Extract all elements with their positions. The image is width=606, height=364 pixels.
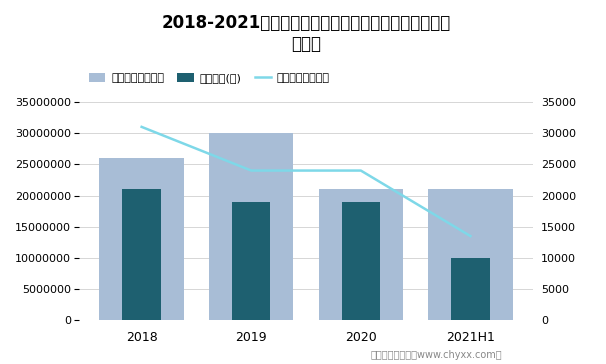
销售金额（万元） xyxy=(467,234,474,238)
Bar xyxy=(122,189,161,320)
Bar xyxy=(232,202,270,320)
Text: 制图：智研咨询（www.chyxx.com）: 制图：智研咨询（www.chyxx.com） xyxy=(370,351,502,360)
Bar xyxy=(319,189,403,320)
Bar xyxy=(451,258,490,320)
Bar xyxy=(342,202,380,320)
Bar xyxy=(209,133,293,320)
Bar xyxy=(99,158,184,320)
销售金额（万元） xyxy=(138,125,145,129)
Title: 2018-2021年华懋科技安全气囊布销售金额、计划及实
际产量: 2018-2021年华懋科技安全气囊布销售金额、计划及实 际产量 xyxy=(161,14,451,53)
Legend: 计划年产量（米）, 实际产量(米), 销售金额（万元）: 计划年产量（米）, 实际产量(米), 销售金额（万元） xyxy=(84,68,335,87)
销售金额（万元） xyxy=(248,169,255,173)
Bar xyxy=(428,189,513,320)
Line: 销售金额（万元）: 销售金额（万元） xyxy=(142,127,470,236)
销售金额（万元） xyxy=(357,169,364,173)
